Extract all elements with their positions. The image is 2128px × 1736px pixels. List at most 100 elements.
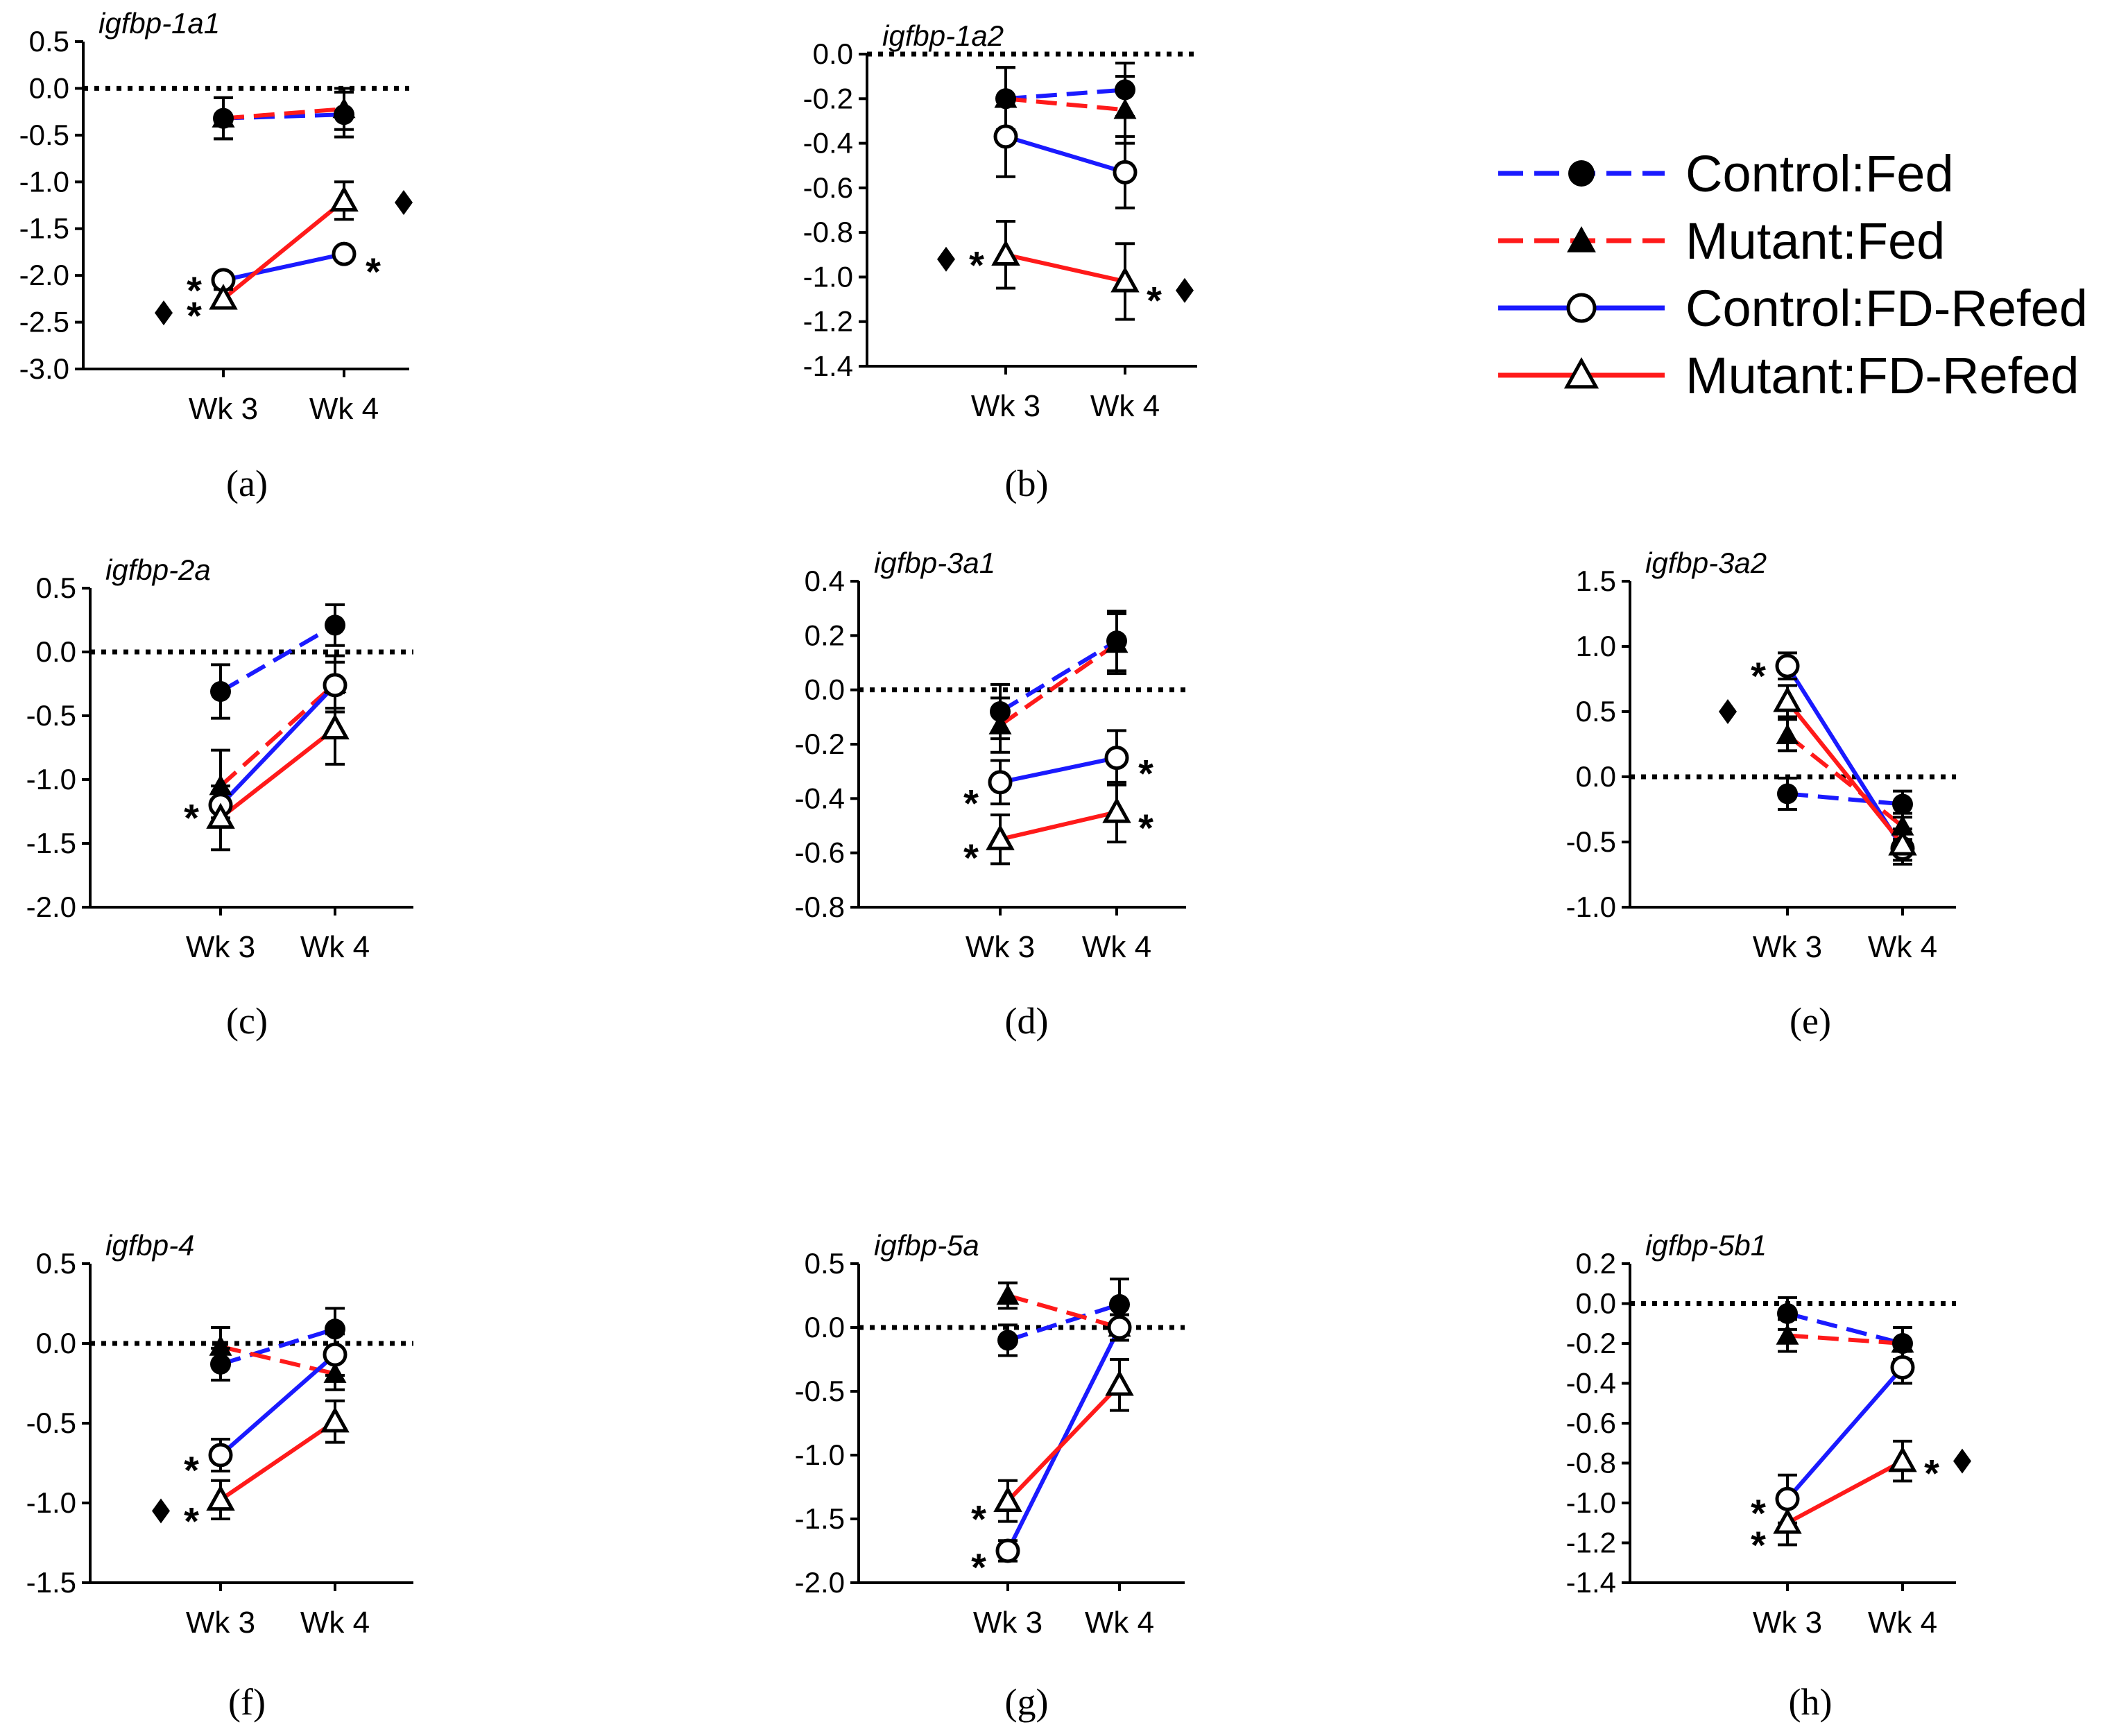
panel-label: (h): [1789, 1681, 1833, 1723]
data-point: [320, 713, 350, 740]
data-point: [1888, 1445, 1917, 1472]
y-tick-label: -0.8: [1566, 1447, 1616, 1479]
x-tick-label: Wk 3: [1753, 930, 1822, 964]
y-tick-label: -0.5: [1566, 825, 1616, 858]
legend-label: Mutant:Fed: [1685, 212, 1945, 270]
y-tick-label: -2.0: [26, 891, 76, 923]
data-point: [1109, 1294, 1130, 1315]
series-line: [223, 252, 345, 282]
panel-label: (f): [228, 1681, 266, 1723]
data-point: [1105, 632, 1129, 653]
significance-star: *: [1147, 279, 1162, 323]
significance-star: *: [1751, 1523, 1766, 1567]
y-tick-label: -0.2: [795, 728, 845, 760]
y-tick-label: 0.5: [36, 1247, 76, 1280]
y-tick-label: -3.0: [19, 352, 69, 385]
y-tick-label: 0.2: [1576, 1247, 1616, 1280]
data-point: [1777, 1303, 1798, 1324]
panel-label: (c): [226, 1000, 268, 1042]
series-line: [1785, 700, 1905, 846]
y-tick-label: -1.4: [803, 350, 853, 382]
panel-title: igfbp-2a: [105, 553, 211, 586]
data-point: [993, 124, 1018, 149]
series-line: [999, 809, 1117, 842]
significance-star: *: [366, 250, 381, 293]
y-tick-label: -1.0: [19, 165, 69, 198]
data-point: [991, 239, 1020, 266]
series-line: [222, 198, 345, 301]
y-tick-label: 1.0: [1576, 630, 1616, 662]
y-tick-label: -1.4: [1566, 1566, 1616, 1599]
y-tick-label: -0.4: [1566, 1367, 1616, 1400]
x-tick-label: Wk 3: [973, 1606, 1042, 1640]
series-line: [1007, 1303, 1120, 1343]
panel-label: (a): [226, 463, 268, 504]
data-point: [996, 1284, 1020, 1305]
y-tick-label: -1.2: [1566, 1527, 1616, 1559]
diamond-marker: [1953, 1448, 1971, 1474]
y-tick-label: 0.5: [1576, 695, 1616, 728]
data-point: [210, 681, 231, 703]
data-point: [988, 714, 1012, 734]
data-point: [1773, 686, 1802, 712]
data-point: [208, 1443, 233, 1468]
y-tick-label: -0.5: [26, 1407, 76, 1439]
y-tick-label: -0.2: [1566, 1327, 1616, 1359]
y-tick-label: -0.8: [795, 891, 845, 923]
series-line: [220, 1327, 336, 1366]
x-tick-label: Wk 3: [186, 1606, 255, 1640]
series-line: [219, 623, 336, 694]
panel-title: igfbp-5b1: [1645, 1229, 1767, 1262]
y-tick-label: -0.5: [19, 119, 69, 151]
y-tick-label: -2.0: [795, 1566, 845, 1599]
significance-star: *: [963, 782, 979, 825]
diamond-marker: [395, 189, 413, 215]
series-line: [219, 1420, 336, 1502]
y-tick-label: 0.0: [805, 673, 845, 706]
significance-star: *: [1751, 654, 1766, 698]
y-tick-label: -1.5: [26, 1566, 76, 1599]
series-line: [1005, 135, 1126, 175]
data-point: [1107, 1315, 1132, 1340]
x-tick-label: Wk 3: [186, 930, 255, 964]
series-line: [1005, 252, 1126, 284]
series-line: [1005, 96, 1126, 112]
x-tick-label: Wk 3: [966, 930, 1035, 964]
significance-star: *: [1751, 1491, 1766, 1535]
panel-label: (b): [1005, 463, 1049, 504]
y-tick-label: -1.2: [803, 305, 853, 338]
data-point: [1775, 653, 1800, 678]
panel-title: igfbp-5a: [874, 1229, 979, 1262]
series-line: [1787, 791, 1903, 807]
x-tick-label: Wk 4: [1085, 1606, 1154, 1640]
y-tick-label: 0.4: [805, 565, 845, 597]
significance-star: *: [1138, 751, 1153, 795]
y-tick-label: 0.5: [805, 1247, 845, 1280]
series-line: [999, 642, 1118, 728]
y-tick-label: -0.4: [795, 782, 845, 814]
y-tick-label: -1.5: [795, 1502, 845, 1535]
panel-label: (d): [1005, 1000, 1049, 1042]
series-line: [1006, 1383, 1122, 1503]
y-tick-label: -0.4: [803, 127, 853, 160]
diamond-marker: [155, 300, 173, 326]
significance-star: *: [971, 1545, 986, 1589]
significance-star: *: [963, 836, 979, 879]
data-point: [332, 241, 357, 266]
y-tick-label: 0.0: [1576, 760, 1616, 793]
data-point: [325, 615, 345, 636]
y-tick-label: -1.0: [803, 260, 853, 293]
diamond-marker: [152, 1498, 170, 1524]
data-point: [206, 802, 235, 829]
y-tick-label: 0.0: [1576, 1287, 1616, 1320]
diamond-marker: [1176, 277, 1194, 303]
y-tick-label: 0.5: [29, 25, 69, 58]
y-tick-label: 0.2: [805, 619, 845, 651]
y-tick-label: -1.5: [19, 212, 69, 245]
series-line: [223, 107, 345, 121]
significance-star: *: [187, 293, 202, 337]
data-point: [994, 87, 1018, 108]
series-line: [1006, 1326, 1122, 1552]
chart-panel: 0.5 0.0 -0.5 -1.0 -1.5 -2.0 Wk 3 Wk 4 igfbp-2a * (…: [26, 553, 413, 1042]
